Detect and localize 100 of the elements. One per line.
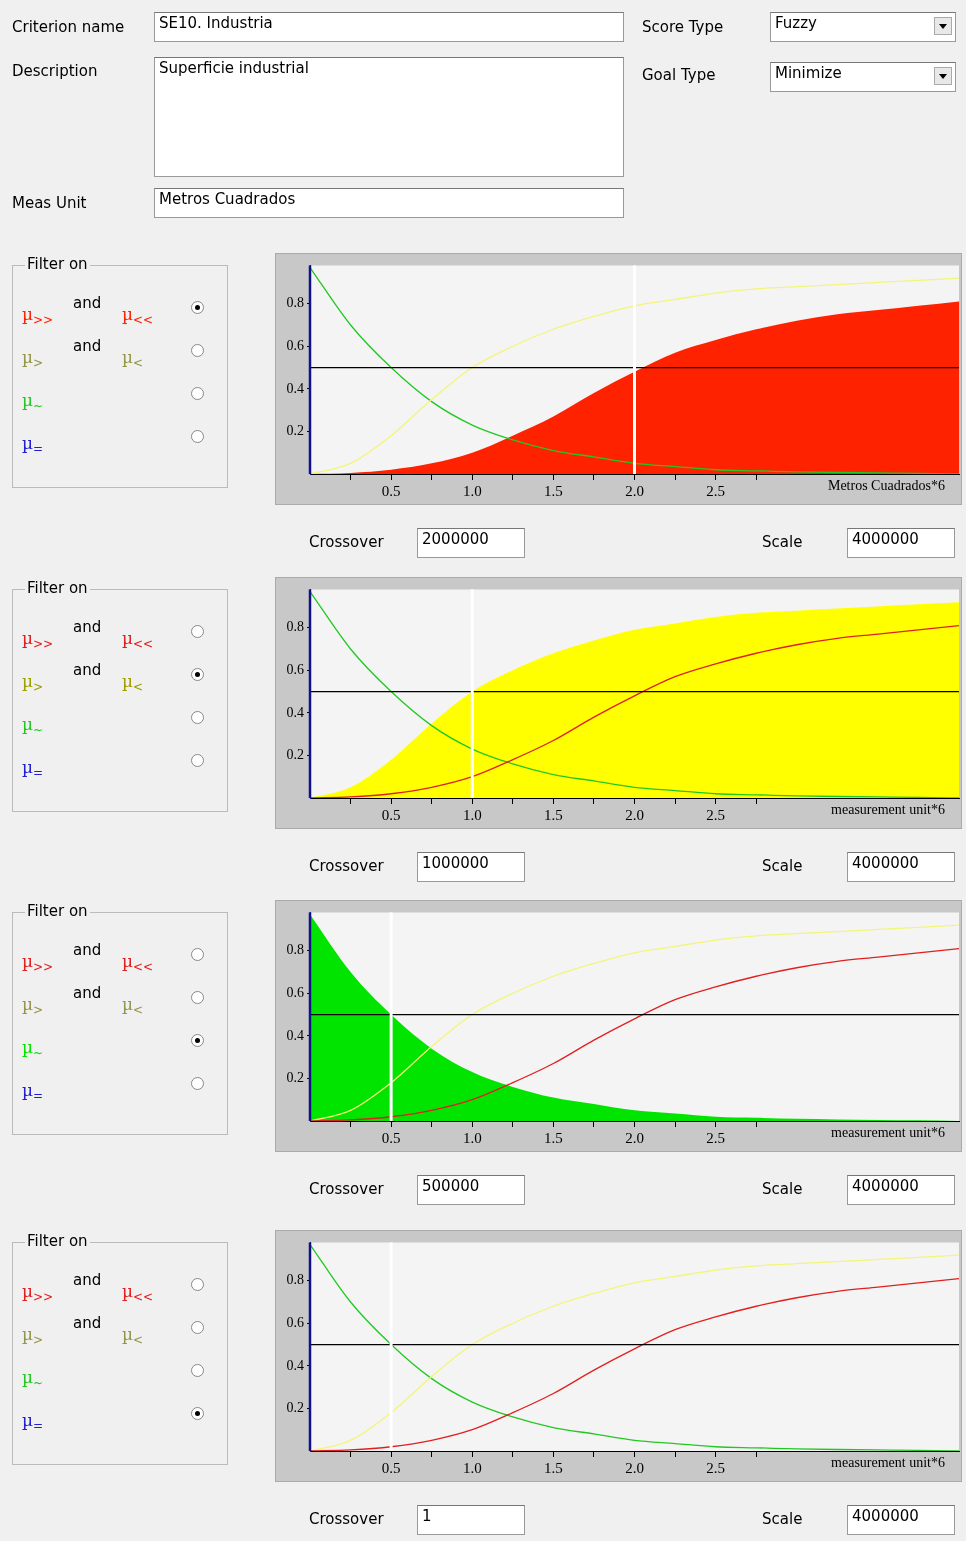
text: Crossover <box>309 1180 384 1198</box>
x-tick-label: 2.0 <box>625 806 644 823</box>
y-tick-label: 0.6 <box>286 337 304 353</box>
text: and <box>73 1271 102 1289</box>
text: µ$_{<}$ <box>122 994 144 1018</box>
text: µ$_{=}$ <box>22 433 44 457</box>
text: and <box>73 661 102 679</box>
text: Crossover <box>309 533 384 551</box>
y-tick-label: 0.8 <box>286 295 304 311</box>
y-tick-label: 0.4 <box>286 1357 304 1373</box>
y-tick-label: 0.4 <box>286 1027 304 1043</box>
text: µ$_{<<}$ <box>122 304 154 328</box>
text: µ$_{>>}$ <box>22 628 54 652</box>
y-tick-label: 0.6 <box>286 984 304 1000</box>
text: µ$_{<<}$ <box>122 628 154 652</box>
text: µ$_{>}$ <box>22 347 44 371</box>
text: and <box>73 984 102 1002</box>
text: SE10. Industria <box>154 12 624 42</box>
text: Metros Cuadrados <box>154 188 624 218</box>
text: µ$_{<}$ <box>122 347 144 371</box>
x-tick-label: 1.0 <box>462 806 482 823</box>
x-tick-label: 1.5 <box>544 1459 563 1476</box>
text: Crossover <box>309 857 384 875</box>
text: 4000000 <box>847 1505 955 1535</box>
y-tick-label: 0.6 <box>286 1314 304 1330</box>
text: µ$_{>}$ <box>22 1324 44 1348</box>
y-tick-label: 0.2 <box>286 1070 304 1086</box>
x-tick-label: 2.0 <box>625 1459 644 1476</box>
x-tick-label: 1.5 <box>544 806 563 823</box>
text: µ$_{~}$ <box>22 1367 44 1391</box>
x-tick-label: 2.5 <box>706 1129 725 1146</box>
text: µ$_{>}$ <box>22 671 44 695</box>
text: µ$_{<<}$ <box>122 951 154 975</box>
y-tick-label: 0.6 <box>286 661 304 677</box>
x-tick-label: 2.5 <box>706 482 725 499</box>
text: µ$_{<}$ <box>122 1324 144 1348</box>
x-axis-title: measurement unit*6 <box>831 801 945 817</box>
text: and <box>73 294 102 312</box>
x-tick-label: 0.5 <box>381 482 401 499</box>
text: Scale <box>762 1510 803 1528</box>
x-axis-title: measurement unit*6 <box>831 1124 945 1140</box>
text: Meas Unit <box>12 194 87 212</box>
text: Minimize <box>770 62 956 92</box>
text: and <box>73 941 102 959</box>
text: Scale <box>762 857 803 875</box>
y-tick-label: 0.4 <box>286 380 304 396</box>
text: and <box>73 618 102 636</box>
text: Scale <box>762 533 803 551</box>
text: Filter on <box>25 902 90 920</box>
text: Superficie industrial <box>154 57 624 177</box>
text: 4000000 <box>847 852 955 882</box>
text: µ$_{>>}$ <box>22 1281 54 1305</box>
text: µ$_{<<}$ <box>122 1281 154 1305</box>
text: µ$_{<}$ <box>122 671 144 695</box>
x-tick-label: 2.0 <box>625 482 644 499</box>
x-tick-label: 0.5 <box>381 1459 401 1476</box>
y-tick-label: 0.8 <box>286 942 304 958</box>
x-tick-label: 0.5 <box>381 1129 401 1146</box>
y-tick-label: 0.8 <box>286 619 304 635</box>
text: Score Type <box>642 18 724 36</box>
x-tick-label: 1.0 <box>462 1129 482 1146</box>
text: 4000000 <box>847 528 955 558</box>
text: µ$_{>}$ <box>22 994 44 1018</box>
x-axis-title: Metros Cuadrados*6 <box>827 477 945 493</box>
y-tick-label: 0.2 <box>286 747 304 763</box>
text: Scale <box>762 1180 803 1198</box>
text: µ$_{=}$ <box>22 1410 44 1434</box>
text: and <box>73 1314 102 1332</box>
text: Filter on <box>25 579 90 597</box>
text: µ$_{~}$ <box>22 1037 44 1061</box>
y-tick-label: 0.8 <box>286 1272 304 1288</box>
text: µ$_{>>}$ <box>22 304 54 328</box>
x-tick-label: 1.5 <box>544 482 563 499</box>
text: µ$_{~}$ <box>22 714 44 738</box>
text: Goal Type <box>642 66 716 84</box>
text: µ$_{~}$ <box>22 390 44 414</box>
text: 4000000 <box>847 1175 955 1205</box>
x-tick-label: 1.0 <box>462 482 482 499</box>
text: µ$_{=}$ <box>22 1080 44 1104</box>
text: 1 <box>417 1505 525 1535</box>
text: and <box>73 337 102 355</box>
x-tick-label: 1.5 <box>544 1129 563 1146</box>
text: µ$_{=}$ <box>22 757 44 781</box>
text: 500000 <box>417 1175 525 1205</box>
x-tick-label: 2.5 <box>706 1459 725 1476</box>
x-tick-label: 0.5 <box>381 806 401 823</box>
x-axis-title: measurement unit*6 <box>831 1454 945 1470</box>
text: Filter on <box>25 1232 90 1250</box>
y-tick-label: 0.4 <box>286 704 304 720</box>
text: 1000000 <box>417 852 525 882</box>
text: Criterion name <box>12 18 125 36</box>
text: µ$_{>>}$ <box>22 951 54 975</box>
x-tick-label: 1.0 <box>462 1459 482 1476</box>
text: Filter on <box>25 255 90 273</box>
text: Description <box>12 62 98 80</box>
text: Fuzzy <box>770 12 956 42</box>
x-tick-label: 2.5 <box>706 806 725 823</box>
text: Crossover <box>309 1510 384 1528</box>
y-tick-label: 0.2 <box>286 1400 304 1416</box>
x-tick-label: 2.0 <box>625 1129 644 1146</box>
